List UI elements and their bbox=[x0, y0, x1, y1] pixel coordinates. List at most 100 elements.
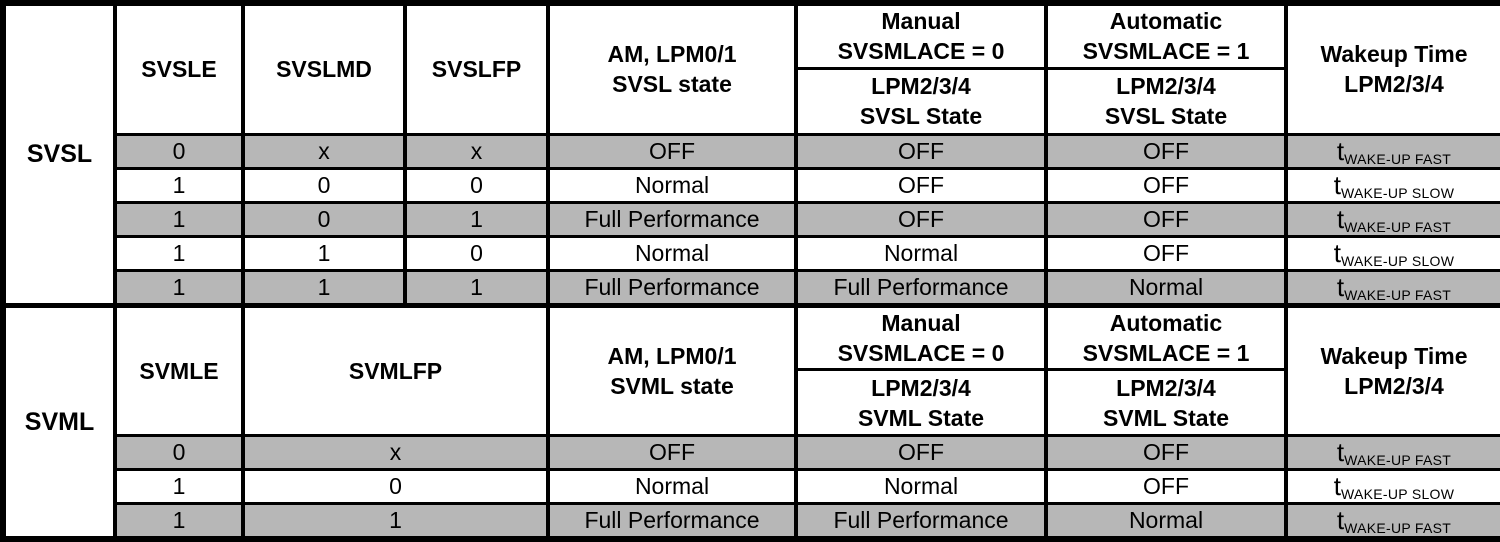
cell-auto-state: OFF bbox=[1044, 468, 1288, 506]
svsl-header-row-top: SVSL SVSLE SVSLMD SVSLFP AM, LPM0/1 SVSL… bbox=[1, 1, 1500, 307]
cell-svslmd: 1 bbox=[241, 268, 407, 307]
wakeup-time-symbol: t bbox=[1336, 437, 1345, 468]
cell-manual-state: Full Performance bbox=[794, 502, 1048, 541]
header-line: SVSMLACE = 0 bbox=[837, 38, 1005, 65]
cell-svslfp: 0 bbox=[403, 234, 550, 272]
cell-am-state: Full Performance bbox=[546, 502, 798, 541]
cell-svslmd: x bbox=[241, 132, 407, 170]
cell-auto-state: OFF bbox=[1044, 132, 1288, 170]
wakeup-time-symbol: t bbox=[1336, 505, 1345, 536]
header-am-lpm01-svml-state: AM, LPM0/1 SVML state bbox=[546, 302, 798, 438]
header-line: SVSMLACE = 1 bbox=[1082, 38, 1250, 65]
header-wakeup-time-svml: Wakeup Time LPM2/3/4 bbox=[1284, 302, 1500, 438]
header-svmlfp: SVMLFP bbox=[241, 302, 550, 438]
header-line: SVML State bbox=[1102, 404, 1230, 431]
wakeup-time-subscript: WAKE-UP FAST bbox=[1344, 286, 1452, 303]
header-manual-svsmlace0-svml: Manual SVSMLACE = 0 bbox=[794, 302, 1048, 372]
cell-am-state: Normal bbox=[546, 468, 798, 506]
header-line: Wakeup Time bbox=[1320, 342, 1468, 369]
cell-auto-state: OFF bbox=[1044, 234, 1288, 272]
cell-svmle: 0 bbox=[113, 434, 245, 472]
wakeup-time-subscript: WAKE-UP FAST bbox=[1344, 218, 1452, 235]
header-am-lpm01-svsl-state: AM, LPM0/1 SVSL state bbox=[546, 1, 798, 136]
header-line: SVSL State bbox=[859, 103, 983, 130]
header-line: Manual bbox=[881, 8, 961, 34]
header-line: Wakeup Time bbox=[1320, 41, 1468, 67]
header-line: AM, LPM0/1 bbox=[607, 342, 737, 369]
header-line: LPM2/3/4 bbox=[1344, 373, 1444, 400]
cell-svslfp: 0 bbox=[403, 166, 550, 204]
cell-svmlfp: x bbox=[241, 434, 550, 472]
cell-auto-state: Normal bbox=[1044, 268, 1288, 307]
header-line: SVSMLACE = 0 bbox=[837, 340, 1005, 367]
wakeup-time-subscript: WAKE-UP FAST bbox=[1344, 452, 1452, 469]
cell-wakeup-time: tWAKE-UP FAST bbox=[1284, 268, 1500, 307]
wakeup-time-subscript: WAKE-UP SLOW bbox=[1340, 252, 1455, 269]
cell-am-state: OFF bbox=[546, 434, 798, 472]
cell-wakeup-time: tWAKE-UP FAST bbox=[1284, 132, 1500, 170]
header-automatic-svsmlace1-svml: Automatic SVSMLACE = 1 bbox=[1044, 302, 1288, 372]
header-line: Automatic bbox=[1109, 309, 1223, 336]
cell-svmlfp: 1 bbox=[241, 502, 550, 541]
table-row: 1 1 0 Normal Normal OFF tWAKE-UP SLOW bbox=[3, 234, 1500, 272]
header-line: SVSL state bbox=[612, 71, 732, 98]
header-lpm234-svsl-state-auto: LPM2/3/4 SVSL State bbox=[1044, 66, 1288, 136]
cell-svslmd: 1 bbox=[241, 234, 407, 272]
cell-am-state: Full Performance bbox=[546, 200, 798, 238]
header-line: LPM2/3/4 bbox=[1116, 72, 1216, 99]
cell-am-state: Full Performance bbox=[546, 268, 798, 307]
header-svslmd: SVSLMD bbox=[241, 1, 407, 136]
cell-wakeup-time: tWAKE-UP SLOW bbox=[1284, 166, 1500, 204]
header-line: Manual bbox=[881, 309, 961, 336]
wakeup-time-subscript: WAKE-UP SLOW bbox=[1340, 184, 1455, 201]
table-row: 0 x x OFF OFF OFF tWAKE-UP FAST bbox=[3, 132, 1500, 170]
cell-am-state: Normal bbox=[546, 166, 798, 204]
header-lpm234-svsl-state-manual: LPM2/3/4 SVSL State bbox=[794, 66, 1048, 136]
wakeup-time-subscript: WAKE-UP SLOW bbox=[1340, 486, 1455, 503]
header-line: Automatic bbox=[1109, 8, 1223, 34]
cell-svslfp: x bbox=[403, 132, 550, 170]
header-svsle: SVSLE bbox=[113, 1, 245, 136]
svsl-header-row-sub: LPM2/3/4 SVSL State LPM2/3/4 SVSL State bbox=[3, 66, 1500, 136]
cell-manual-state: OFF bbox=[794, 132, 1048, 170]
cell-svslmd: 0 bbox=[241, 200, 407, 238]
cell-manual-state: OFF bbox=[794, 200, 1048, 238]
section-label-svsl: SVSL bbox=[1, 1, 117, 307]
header-line: SVML state bbox=[610, 373, 734, 400]
wakeup-time-symbol: t bbox=[1333, 471, 1341, 502]
wakeup-time-symbol: t bbox=[1336, 271, 1345, 302]
cell-svsle: 1 bbox=[113, 234, 245, 272]
section-label-svml: SVML bbox=[1, 302, 117, 541]
wakeup-time-symbol: t bbox=[1333, 169, 1341, 200]
cell-svslfp: 1 bbox=[403, 268, 550, 307]
header-line: LPM2/3/4 bbox=[1344, 71, 1444, 98]
header-line: LPM2/3/4 bbox=[871, 374, 971, 401]
cell-svmle: 1 bbox=[113, 468, 245, 506]
cell-manual-state: Full Performance bbox=[794, 268, 1048, 307]
table-row: 1 1 1 Full Performance Full Performance … bbox=[3, 268, 1500, 307]
svml-header-row-top: SVML SVMLE SVMLFP AM, LPM0/1 SVML state … bbox=[1, 302, 1500, 541]
header-line: LPM2/3/4 bbox=[871, 72, 971, 99]
wakeup-time-subscript: WAKE-UP FAST bbox=[1344, 520, 1452, 537]
cell-wakeup-time: tWAKE-UP FAST bbox=[1284, 502, 1500, 541]
wakeup-time-symbol: t bbox=[1336, 135, 1345, 166]
header-wakeup-time-svsl: Wakeup Time LPM2/3/4 bbox=[1284, 1, 1500, 136]
header-line: SVML State bbox=[857, 404, 985, 431]
table-row: 0 x OFF OFF OFF tWAKE-UP FAST bbox=[3, 434, 1500, 472]
wakeup-time-symbol: t bbox=[1333, 237, 1341, 268]
header-manual-svsmlace0-svsl: Manual SVSMLACE = 0 bbox=[794, 1, 1048, 70]
cell-svsle: 1 bbox=[113, 268, 245, 307]
cell-wakeup-time: tWAKE-UP SLOW bbox=[1284, 234, 1500, 272]
header-lpm234-svml-state-auto: LPM2/3/4 SVML State bbox=[1044, 368, 1288, 438]
cell-svmlfp: 0 bbox=[241, 468, 550, 506]
cell-auto-state: OFF bbox=[1044, 434, 1288, 472]
table-row: 1 0 Normal Normal OFF tWAKE-UP SLOW bbox=[3, 468, 1500, 506]
svml-header-row-sub: LPM2/3/4 SVML State LPM2/3/4 SVML State bbox=[3, 368, 1500, 438]
header-line: SVSL State bbox=[1104, 103, 1228, 130]
cell-manual-state: Normal bbox=[794, 234, 1048, 272]
table-row: 1 0 1 Full Performance OFF OFF tWAKE-UP … bbox=[3, 200, 1500, 238]
table-row: 1 0 0 Normal OFF OFF tWAKE-UP SLOW bbox=[3, 166, 1500, 204]
cell-wakeup-time: tWAKE-UP FAST bbox=[1284, 434, 1500, 472]
cell-auto-state: OFF bbox=[1044, 166, 1288, 204]
